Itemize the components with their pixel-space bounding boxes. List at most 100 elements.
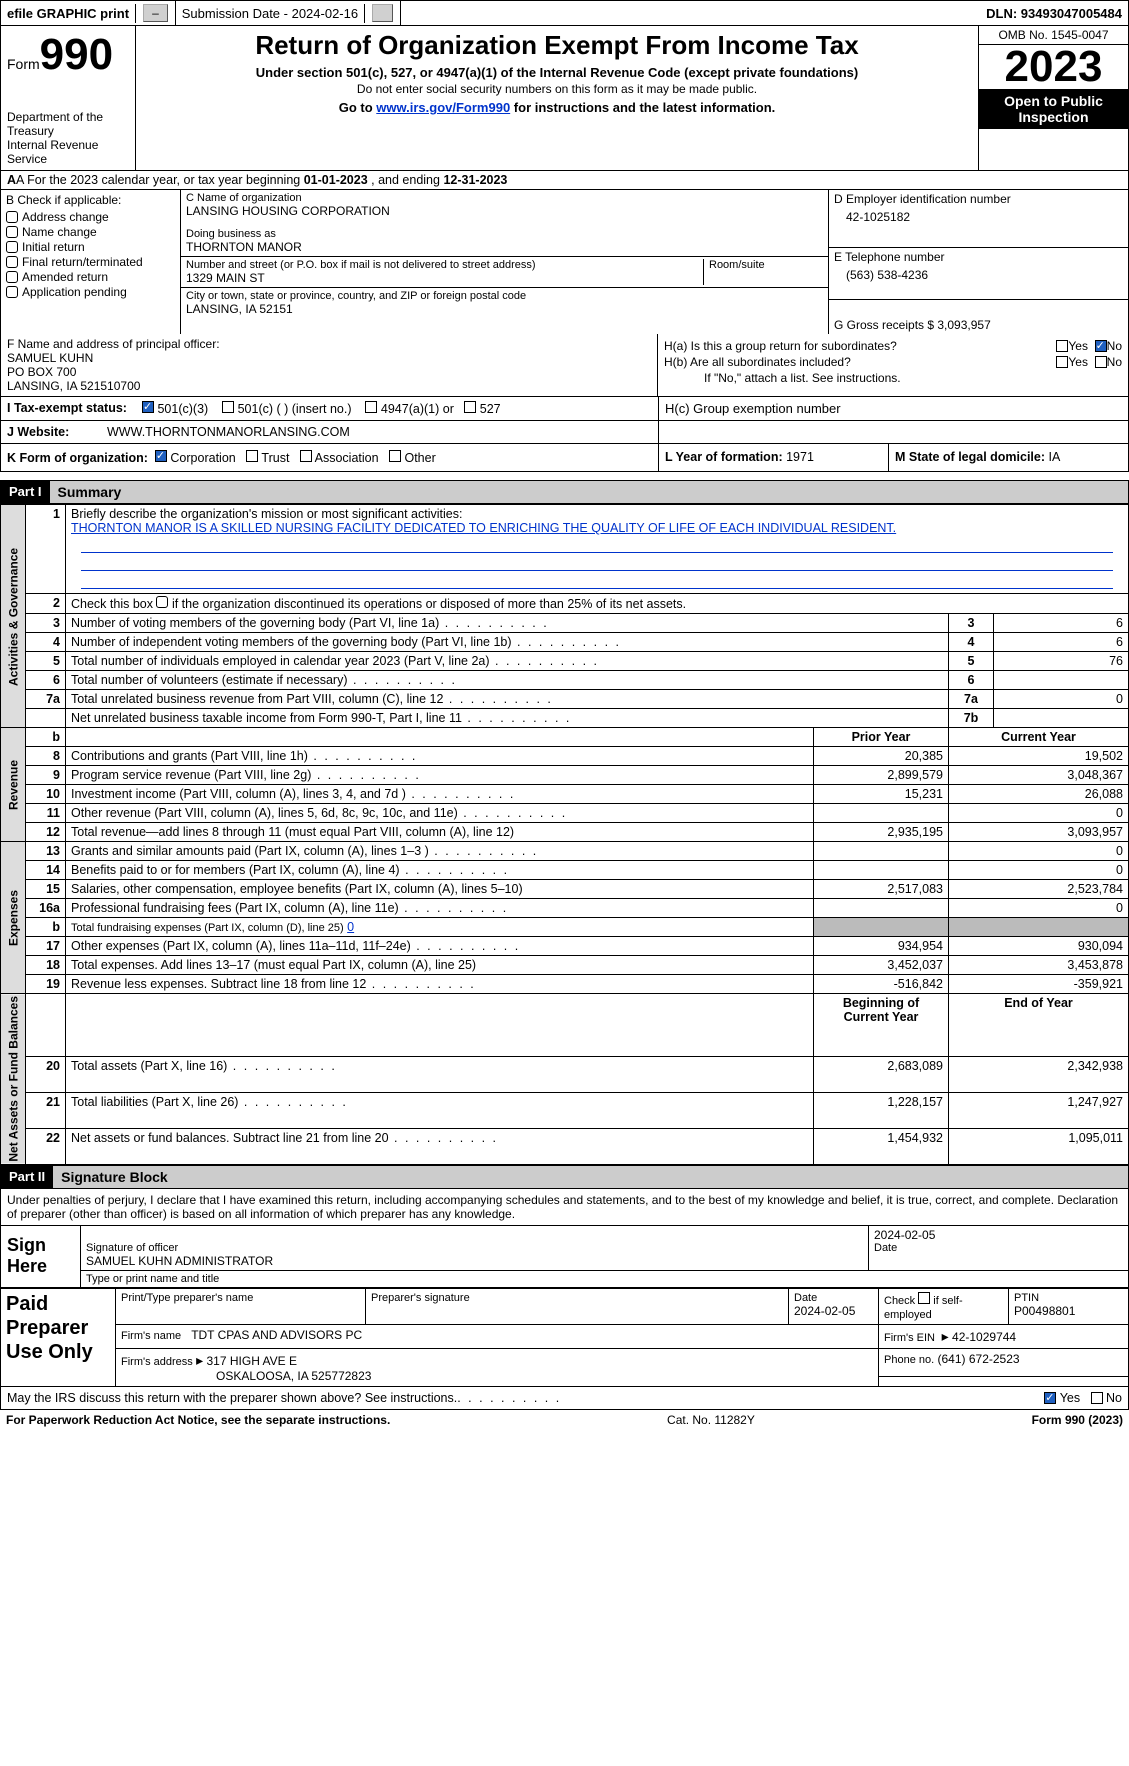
print-button[interactable]: –: [143, 4, 168, 22]
line16b-label: Total fundraising expenses (Part IX, col…: [66, 918, 814, 937]
line14-curr: 0: [949, 861, 1129, 880]
section-bcd: B Check if applicable: Address change Na…: [0, 190, 1129, 334]
line21-label: Total liabilities (Part X, line 26): [66, 1092, 814, 1128]
officer-sig-name: SAMUEL KUHN ADMINISTRATOR: [86, 1254, 863, 1268]
cb-4947[interactable]: [365, 401, 377, 413]
line12-prior: 2,935,195: [814, 823, 949, 842]
open-inspection: Open to Public Inspection: [979, 89, 1128, 129]
line17-prior: 934,954: [814, 937, 949, 956]
cb-name-change[interactable]: [6, 226, 18, 238]
cb-address-change[interactable]: [6, 211, 18, 223]
col-b-checkboxes: B Check if applicable: Address change Na…: [1, 190, 181, 334]
cb-discuss-yes[interactable]: [1044, 1392, 1056, 1404]
row-a-tax-year: AA For the 2023 calendar year, or tax ye…: [0, 171, 1129, 190]
irs-discuss-row: May the IRS discuss this return with the…: [0, 1387, 1129, 1410]
bottom-line: For Paperwork Reduction Act Notice, see …: [0, 1410, 1129, 1430]
mission-text: THORNTON MANOR IS A SKILLED NURSING FACI…: [71, 521, 896, 535]
line18-curr: 3,453,878: [949, 956, 1129, 975]
vlabel-activities: Activities & Governance: [1, 505, 26, 728]
cb-discuss-no[interactable]: [1091, 1392, 1103, 1404]
cb-501c3[interactable]: [142, 401, 154, 413]
line18-label: Total expenses. Add lines 13–17 (must eq…: [66, 956, 814, 975]
discuss-text: May the IRS discuss this return with the…: [7, 1391, 457, 1405]
current-year-hdr: Current Year: [1001, 730, 1076, 744]
cat-no: Cat. No. 11282Y: [390, 1413, 1031, 1427]
officer-addr1: PO BOX 700: [7, 365, 651, 379]
line22-label: Net assets or fund balances. Subtract li…: [66, 1128, 814, 1164]
row-i-tax-status: I Tax-exempt status: 501(c)(3) 501(c) ( …: [0, 397, 1129, 421]
l-value: 1971: [786, 450, 814, 464]
dba-label: Doing business as: [186, 228, 823, 240]
line5-label: Total number of individuals employed in …: [66, 652, 949, 671]
cb-hb-yes[interactable]: [1056, 356, 1068, 368]
cb-amended[interactable]: [6, 271, 18, 283]
officer-name: SAMUEL KUHN: [7, 351, 651, 365]
street-value: 1329 MAIN ST: [186, 271, 703, 285]
form-header: Form990 Department of the Treasury Inter…: [0, 26, 1129, 171]
cb-final-return[interactable]: [6, 256, 18, 268]
room-label: Room/suite: [709, 259, 823, 271]
officer-addr2: LANSING, IA 521510700: [7, 379, 651, 393]
eoy-hdr: End of Year: [1004, 996, 1073, 1010]
line16a-label: Professional fundraising fees (Part IX, …: [66, 899, 814, 918]
line9-curr: 3,048,367: [949, 766, 1129, 785]
line11-curr: 0: [949, 804, 1129, 823]
officer-label: F Name and address of principal officer:: [7, 337, 651, 351]
firm-addr1: 317 HIGH AVE E: [207, 1354, 298, 1368]
cb-corp[interactable]: [155, 450, 167, 462]
cb-self-employed[interactable]: [918, 1292, 930, 1304]
irs-link[interactable]: www.irs.gov/Form990: [376, 100, 510, 115]
line4-value: 6: [994, 633, 1129, 652]
ha-label: H(a) Is this a group return for subordin…: [664, 339, 897, 353]
line16a-curr: 0: [949, 899, 1129, 918]
paid-preparer-table: Paid Preparer Use Only Print/Type prepar…: [0, 1288, 1129, 1387]
prior-year-hdr: Prior Year: [852, 730, 911, 744]
cb-trust[interactable]: [246, 450, 258, 462]
line12-label: Total revenue—add lines 8 through 11 (mu…: [66, 823, 814, 842]
line10-curr: 26,088: [949, 785, 1129, 804]
k-label: K Form of organization:: [7, 451, 148, 465]
ein-label: D Employer identification number: [834, 192, 1123, 206]
website-value: WWW.THORNTONMANORLANSING.COM: [101, 421, 658, 443]
line10-label: Investment income (Part VIII, column (A)…: [66, 785, 814, 804]
line8-label: Contributions and grants (Part VIII, lin…: [66, 747, 814, 766]
type-name-label: Type or print name and title: [81, 1271, 1128, 1287]
cb-other[interactable]: [389, 450, 401, 462]
line10-prior: 15,231: [814, 785, 949, 804]
paperwork-notice: For Paperwork Reduction Act Notice, see …: [6, 1413, 390, 1427]
boy-hdr: Beginning of Current Year: [843, 996, 919, 1024]
submission-button[interactable]: [372, 4, 393, 22]
line7a-value: 0: [994, 690, 1129, 709]
ein-value: 42-1025182: [834, 206, 1123, 228]
prep-sig-label: Preparer's signature: [371, 1292, 783, 1304]
vlabel-revenue: Revenue: [1, 728, 26, 842]
ssn-note: Do not enter social security numbers on …: [144, 82, 970, 96]
cb-ha-no[interactable]: [1095, 340, 1107, 352]
cb-501c[interactable]: [222, 401, 234, 413]
line15-label: Salaries, other compensation, employee b…: [66, 880, 814, 899]
vlabel-net-assets: Net Assets or Fund Balances: [1, 994, 26, 1165]
cb-discontinue[interactable]: [156, 596, 168, 608]
form-label: Form: [7, 56, 40, 72]
line13-curr: 0: [949, 842, 1129, 861]
cb-app-pending[interactable]: [6, 286, 18, 298]
cb-hb-no[interactable]: [1095, 356, 1107, 368]
form-number: 990: [40, 30, 113, 79]
line17-curr: 930,094: [949, 937, 1129, 956]
firm-ein: 42-1029744: [952, 1330, 1016, 1344]
cb-assoc[interactable]: [300, 450, 312, 462]
line19-label: Revenue less expenses. Subtract line 18 …: [66, 975, 814, 994]
line22-boy: 1,454,932: [814, 1128, 949, 1164]
summary-table: Activities & Governance 1 Briefly descri…: [0, 504, 1129, 1165]
line16b-prior-grey: [814, 918, 949, 937]
perjury-text: Under penalties of perjury, I declare th…: [1, 1189, 1128, 1226]
cb-ha-yes[interactable]: [1056, 340, 1068, 352]
cb-527[interactable]: [464, 401, 476, 413]
firm-addr2: OSKALOOSA, IA 525772823: [121, 1369, 371, 1383]
m-value: IA: [1049, 450, 1061, 464]
line5-value: 76: [994, 652, 1129, 671]
cb-initial-return[interactable]: [6, 241, 18, 253]
org-name-label: C Name of organization: [186, 192, 823, 204]
hb-note: If "No," attach a list. See instructions…: [664, 371, 1122, 385]
top-bar: efile GRAPHIC print – Submission Date - …: [0, 0, 1129, 26]
